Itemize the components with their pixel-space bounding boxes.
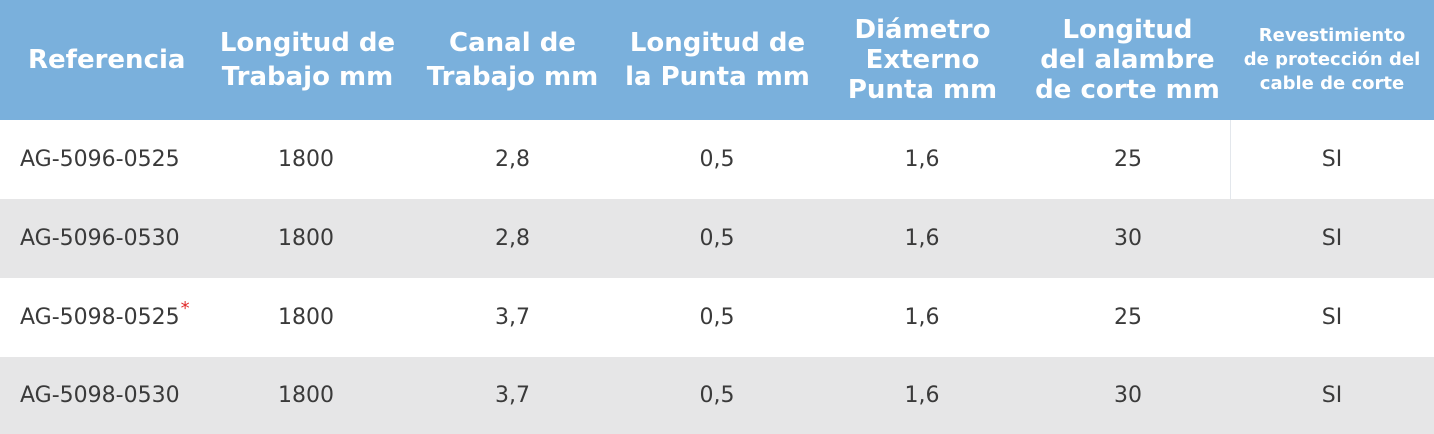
cell-longitud-punta: 0,5 [699, 305, 735, 330]
cell-canal-trabajo: 2,8 [495, 147, 530, 172]
cell-diametro-externo: 1,6 [904, 383, 940, 408]
cell-revestimiento: SI [1321, 305, 1343, 330]
column-header-canal-trabajo: Canal de Trabajo mm [426, 28, 599, 92]
cell-diametro-externo: 1,6 [904, 305, 940, 330]
cell-diametro-externo: 1,6 [904, 226, 940, 251]
cell-longitud-trabajo: 1800 [278, 147, 334, 172]
cell-revestimiento: SI [1321, 226, 1343, 251]
reference-code: AG-5098-0530 [20, 383, 180, 408]
reference-code: AG-5096-0530 [20, 226, 180, 251]
cell-referencia: AG-5096-0525 [0, 120, 250, 199]
reference-code: AG-5098-0525 [20, 305, 180, 330]
cell-revestimiento: SI [1321, 147, 1343, 172]
cell-canal-trabajo: 2,8 [495, 226, 530, 251]
table-header: Referencia Longitud de Trabajo mm Canal … [0, 0, 1434, 120]
cell-longitud-trabajo: 1800 [278, 226, 334, 251]
cell-diametro-externo: 1,6 [904, 147, 940, 172]
column-header-referencia: Referencia [28, 45, 186, 75]
cell-referencia: AG-5098-0525 * [0, 278, 250, 357]
column-header-longitud-punta: Longitud de la Punta mm [625, 28, 810, 92]
cell-longitud-trabajo: 1800 [278, 305, 334, 330]
column-divider [1230, 120, 1231, 200]
cell-longitud-punta: 0,5 [699, 226, 735, 251]
table-row: AG-5096-0530 1800 2,8 0,5 1,6 30 SI [0, 199, 1434, 278]
cell-canal-trabajo: 3,7 [495, 383, 530, 408]
table-row: AG-5096-0525 1800 2,8 0,5 1,6 25 SI [0, 120, 1434, 199]
cell-longitud-punta: 0,5 [699, 383, 735, 408]
column-header-longitud-trabajo: Longitud de Trabajo mm [219, 28, 396, 92]
cell-longitud-alambre: 25 [1114, 147, 1142, 172]
cell-longitud-alambre: 25 [1114, 305, 1142, 330]
cell-longitud-alambre: 30 [1114, 226, 1142, 251]
table-row: AG-5098-0530 1800 3,7 0,5 1,6 30 SI [0, 357, 1434, 434]
cell-referencia: AG-5098-0530 [0, 357, 250, 434]
asterisk-mark: * [180, 298, 190, 319]
cell-revestimiento: SI [1321, 383, 1343, 408]
column-header-longitud-alambre: Longitud del alambre de corte mm [1035, 15, 1220, 105]
table-row: AG-5098-0525 * 1800 3,7 0,5 1,6 25 SI [0, 278, 1434, 357]
reference-code: AG-5096-0525 [20, 147, 180, 172]
cell-longitud-punta: 0,5 [699, 147, 735, 172]
cell-canal-trabajo: 3,7 [495, 305, 530, 330]
column-header-diametro-externo: Diámetro Externo Punta mm [847, 15, 998, 105]
column-header-revestimiento: Revestimiento de protección del cable de… [1243, 25, 1421, 94]
cell-longitud-alambre: 30 [1114, 383, 1142, 408]
cell-referencia: AG-5096-0530 [0, 199, 250, 278]
cell-longitud-trabajo: 1800 [278, 383, 334, 408]
